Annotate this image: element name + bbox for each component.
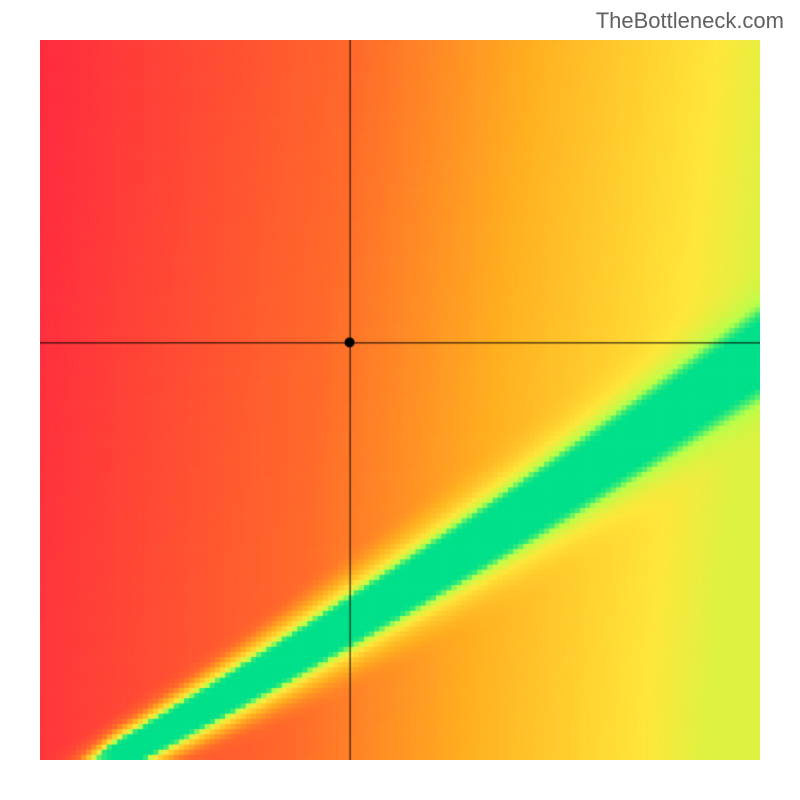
- chart-container: TheBottleneck.com: [0, 0, 800, 800]
- watermark-text: TheBottleneck.com: [596, 8, 784, 34]
- bottleneck-heatmap: [40, 40, 760, 760]
